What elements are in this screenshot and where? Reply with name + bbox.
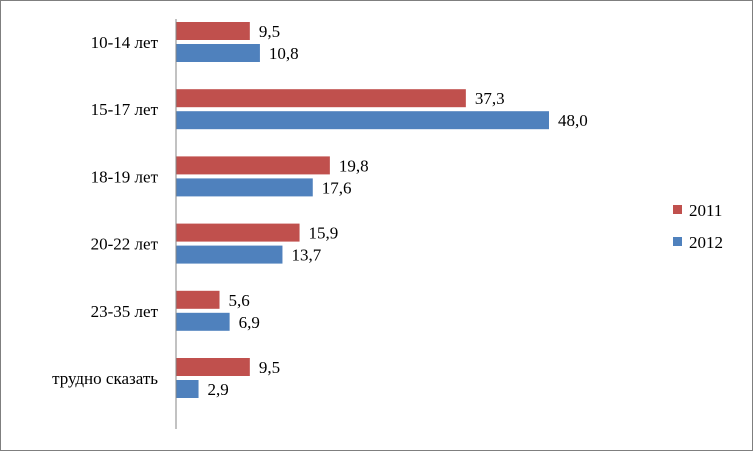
data-label-2011-2: 19,8 [339, 156, 369, 175]
data-label-2012-1: 48,0 [558, 111, 588, 130]
category-label-4: 23-35 лет [91, 302, 159, 321]
legend-swatch-2012 [673, 237, 682, 246]
bars-layer [176, 22, 549, 398]
bar-2012-1 [176, 111, 549, 130]
category-labels: 10-14 лет 15-17 лет 18-19 лет 20-22 лет 23-3… [52, 33, 159, 388]
data-label-2011-4: 5,6 [229, 291, 250, 310]
data-label-2011-1: 37,3 [475, 89, 505, 108]
bar-2012-3 [176, 245, 283, 264]
category-label-3: 20-22 лет [91, 235, 159, 254]
data-label-2011-3: 15,9 [309, 224, 339, 243]
bar-2012-5 [176, 380, 199, 398]
bar-2011-0 [176, 22, 250, 40]
category-label-5: трудно сказать [52, 369, 158, 388]
data-label-2012-0: 10,8 [269, 44, 299, 63]
bar-2011-3 [176, 223, 300, 242]
data-label-2012-5: 2,9 [208, 380, 229, 399]
legend-swatch-2011 [673, 205, 682, 214]
data-label-2012-3: 13,7 [291, 246, 321, 265]
data-label-2011-0: 9,5 [259, 22, 280, 41]
category-label-0: 10-14 лет [91, 33, 159, 52]
bar-2011-4 [176, 290, 220, 309]
labels-layer: 9,5 10,8 37,3 48,0 19,8 17,6 15,9 13,7 5,6 6,9 9,5… [208, 22, 588, 399]
bar-2012-0 [176, 44, 260, 62]
data-label-2012-4: 6,9 [239, 313, 260, 332]
bar-2011-2 [176, 156, 330, 175]
data-label-2012-2: 17,6 [322, 178, 352, 197]
bar-2011-1 [176, 89, 466, 108]
bar-2012-4 [176, 312, 230, 331]
legend-label-2012: 2012 [689, 233, 723, 252]
legend: 2011 2012 [673, 201, 723, 252]
bar-2011-5 [176, 358, 250, 376]
data-label-2011-5: 9,5 [259, 358, 280, 377]
bar-2012-2 [176, 178, 313, 197]
legend-label-2011: 2011 [689, 201, 722, 220]
category-label-2: 18-19 лет [91, 167, 159, 186]
category-label-1: 15-17 лет [91, 100, 159, 119]
